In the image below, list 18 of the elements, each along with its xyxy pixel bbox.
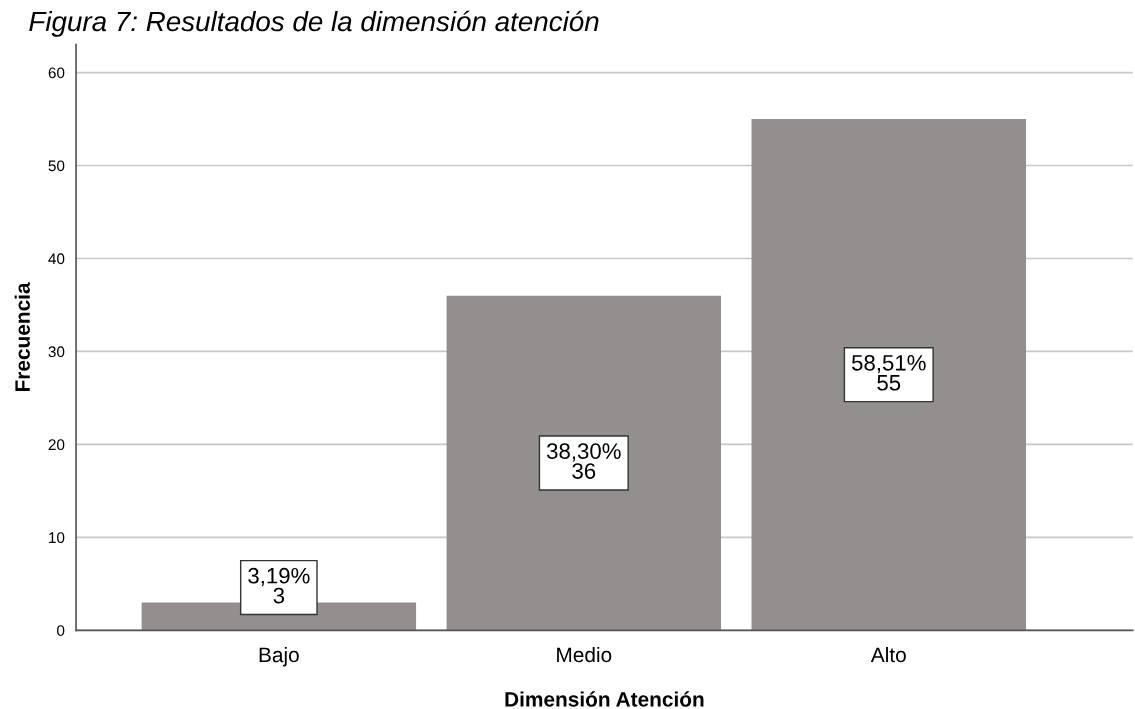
data-label: 58,51% 55 bbox=[851, 354, 926, 391]
x-tick-label: Medio bbox=[557, 646, 612, 663]
bar bbox=[751, 119, 1026, 631]
y-tick-label: 40 bbox=[48, 253, 65, 265]
y-tick-label: 50 bbox=[48, 160, 65, 172]
y-axis-title: Frecuencia bbox=[14, 282, 30, 392]
y-tick-label: 0 bbox=[57, 625, 65, 636]
y-tick-label: 60 bbox=[48, 67, 65, 79]
x-tick-label: Bajo bbox=[259, 646, 299, 667]
x-axis-title: Dimensión Atención bbox=[505, 691, 704, 707]
y-tick-label: 20 bbox=[48, 439, 65, 451]
chart-title: Figura 7: Resultados de la dimensión atención bbox=[29, 10, 599, 37]
data-label: 3,19% 3 bbox=[248, 567, 310, 604]
bar bbox=[446, 295, 722, 631]
data-label: 38,30% 36 bbox=[546, 443, 621, 479]
y-tick-label: 10 bbox=[49, 532, 65, 544]
y-tick-label: 30 bbox=[48, 346, 65, 358]
x-tick-label: Alto bbox=[870, 646, 906, 663]
